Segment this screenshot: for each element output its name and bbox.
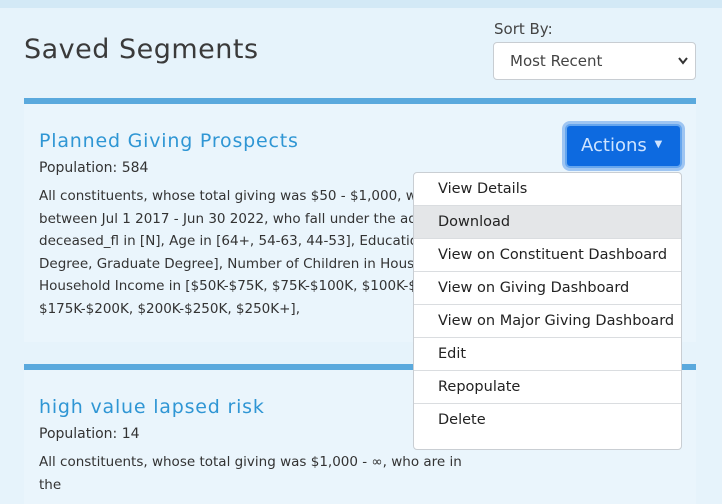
chevron-down-icon: [677, 43, 689, 94]
menu-item-download[interactable]: Download: [414, 206, 681, 239]
segment-population: Population: 14: [39, 426, 140, 442]
actions-label: Actions: [581, 135, 647, 156]
caret-down-icon: ▼: [654, 139, 663, 150]
segment-description: All constituents, whose total giving was…: [39, 185, 479, 321]
sort-label: Sort By:: [494, 20, 553, 38]
sort-select[interactable]: Most Recent: [493, 42, 696, 80]
menu-item-delete[interactable]: Delete: [438, 412, 486, 428]
menu-item-edit[interactable]: Edit: [414, 338, 681, 371]
description-line: deceased_fl in [N], Age in [64+, 54-63, …: [39, 233, 419, 250]
top-bar: [0, 0, 722, 8]
menu-item-view-details[interactable]: View Details: [414, 173, 681, 206]
description-line: $175K-$200K, $200K-$250K, $250K+],: [39, 300, 300, 317]
menu-item-view-constituent-dashboard[interactable]: View on Constituent Dashboard: [414, 239, 681, 272]
description-line: Household Income in [$50K-$75K, $75K-$10…: [39, 278, 417, 295]
segment-population: Population: 584: [39, 160, 149, 176]
segment-title[interactable]: high value lapsed risk: [39, 396, 265, 418]
description-line: between Jul 1 2017 - Jun 30 2022, who fa…: [39, 210, 425, 227]
menu-item-repopulate[interactable]: Repopulate: [414, 371, 681, 404]
menu-item-view-major-giving-dashboard[interactable]: View on Major Giving Dashboard: [414, 305, 681, 338]
actions-button[interactable]: Actions ▼: [565, 124, 682, 168]
menu-item-view-giving-dashboard[interactable]: View on Giving Dashboard: [414, 272, 681, 305]
page-title: Saved Segments: [24, 34, 259, 65]
description-line: All constituents, whose total giving was…: [39, 188, 426, 204]
segment-title[interactable]: Planned Giving Prospects: [39, 130, 299, 152]
actions-dropdown-menu: View Details Download View on Constituen…: [413, 172, 682, 450]
segment-description: All constituents, whose total giving was…: [39, 451, 479, 496]
description-line: All constituents, whose total giving was…: [39, 454, 462, 493]
description-line: Degree, Graduate Degree], Number of Chil…: [39, 255, 415, 272]
sort-selected-value: Most Recent: [510, 52, 603, 70]
